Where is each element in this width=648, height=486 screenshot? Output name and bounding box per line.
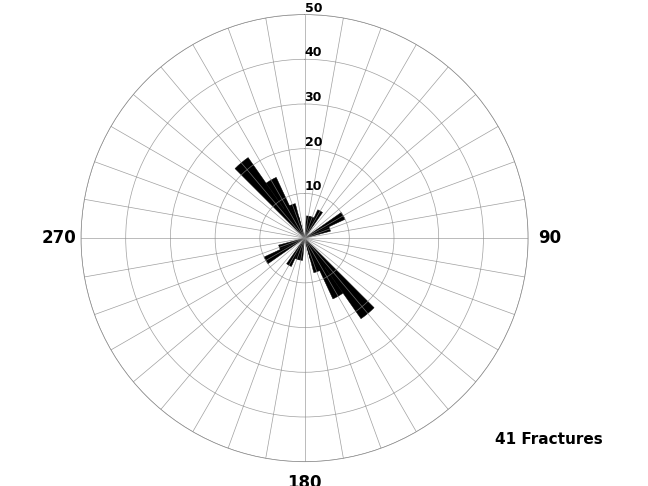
- Bar: [305, 238, 314, 260]
- Bar: [264, 238, 305, 264]
- Bar: [299, 238, 305, 260]
- Bar: [305, 216, 310, 238]
- Bar: [305, 238, 325, 271]
- Bar: [305, 212, 345, 238]
- Bar: [295, 217, 305, 238]
- Bar: [305, 238, 319, 273]
- Bar: [266, 177, 305, 238]
- Bar: [305, 238, 374, 319]
- Bar: [297, 238, 305, 256]
- Bar: [279, 238, 305, 249]
- Bar: [235, 157, 305, 238]
- Bar: [305, 227, 330, 238]
- Bar: [295, 238, 305, 260]
- Bar: [290, 204, 305, 238]
- Bar: [305, 238, 343, 299]
- Bar: [305, 210, 323, 238]
- Bar: [305, 217, 314, 238]
- Bar: [284, 206, 305, 238]
- Bar: [305, 221, 312, 238]
- Bar: [286, 238, 305, 266]
- Text: 41 Fractures: 41 Fractures: [495, 432, 603, 447]
